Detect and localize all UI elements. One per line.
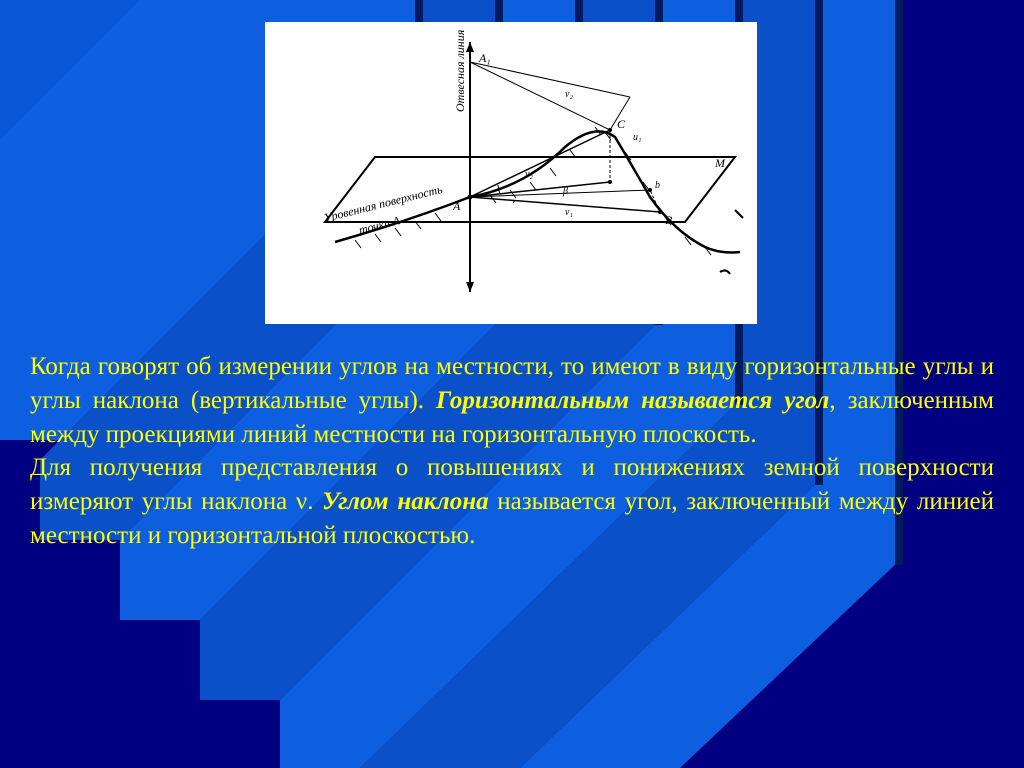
label-b: b: [655, 180, 660, 191]
body-text: Когда говорят об измерении углов на мест…: [30, 350, 994, 553]
label-pointA: точки A: [357, 213, 402, 237]
label-M: M: [714, 156, 726, 170]
label-B: B: [665, 213, 673, 227]
slide-root: Отвесная линия A A₁ M: [0, 0, 1024, 768]
label-beta: β: [562, 186, 568, 197]
label-vertical-axis: Отвесная линия: [453, 29, 467, 112]
label-C: C: [617, 117, 626, 131]
label-v22: ν₂: [565, 89, 573, 100]
text-def2: Углом наклона: [322, 488, 488, 515]
text-def1: Горизонтальным называется угол: [436, 387, 829, 414]
label-v2: ν₂: [525, 169, 533, 180]
label-u1: u₁: [633, 132, 641, 143]
label-v1: ν₁: [565, 207, 573, 218]
diagram-figure: Отвесная линия A A₁ M: [265, 22, 757, 324]
label-A1: A₁: [478, 51, 491, 65]
